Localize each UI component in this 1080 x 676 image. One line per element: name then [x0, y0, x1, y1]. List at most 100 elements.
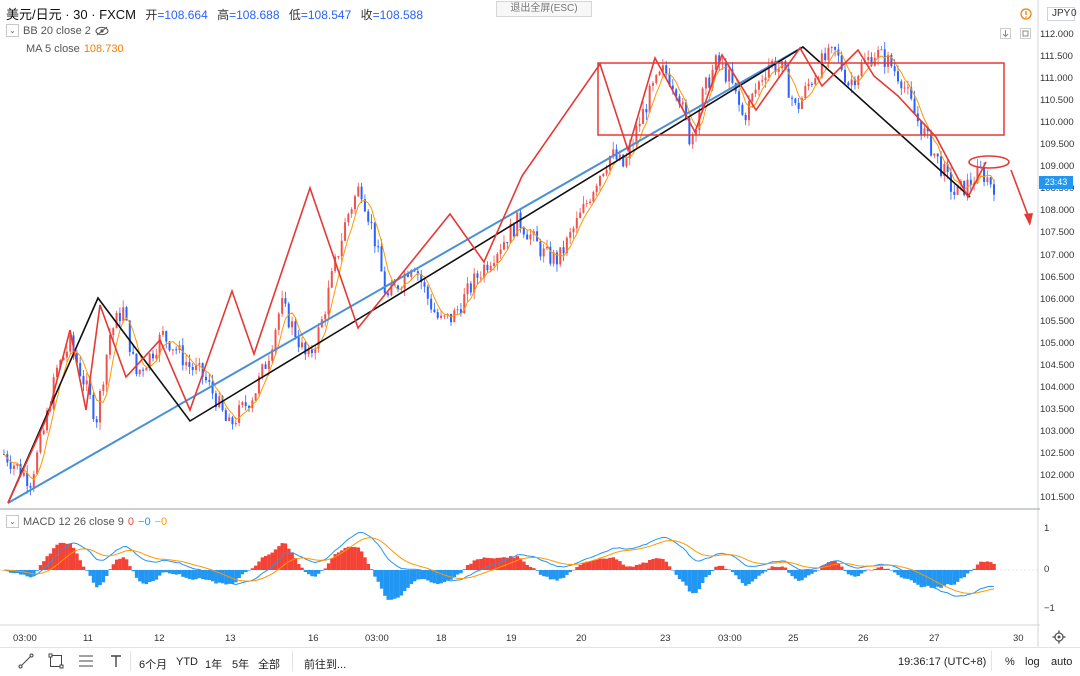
- macd-histogram-bar: [224, 570, 228, 585]
- uptrend-line[interactable]: [7, 46, 804, 504]
- candle-body: [668, 73, 671, 86]
- trendline-tool-icon[interactable]: [16, 652, 36, 670]
- candle-body: [559, 247, 562, 265]
- macd-histogram-bar: [661, 558, 665, 570]
- price-tick-label: 107.500: [1040, 227, 1075, 239]
- macd-histogram-bar: [876, 567, 880, 570]
- candle-body: [718, 55, 721, 65]
- candle-body: [430, 298, 433, 310]
- macd-histogram-bar: [787, 570, 791, 573]
- macd-histogram-bar: [32, 570, 36, 576]
- macd-histogram-bar: [333, 554, 337, 570]
- macd-histogram-bar: [909, 570, 914, 581]
- candle-body: [443, 315, 446, 317]
- macd-histogram-bar: [886, 568, 890, 570]
- goto-date-button[interactable]: 前往到...: [304, 659, 347, 671]
- time-tick-label: 12: [154, 633, 165, 644]
- macd-histogram-bar: [674, 570, 678, 575]
- exit-fullscreen-button[interactable]: 退出全屏(ESC): [496, 1, 592, 17]
- range-rectangle[interactable]: [597, 62, 1005, 136]
- macd-histogram-bar: [750, 570, 755, 582]
- candle-body: [304, 342, 307, 355]
- price-chart[interactable]: [0, 0, 1040, 647]
- clock-display[interactable]: 19:36:17 (UTC+8): [898, 656, 987, 668]
- macd-histogram-bar: [191, 570, 195, 580]
- macd-histogram-bar: [459, 570, 463, 574]
- price-tick-label: 104.500: [1040, 359, 1075, 371]
- candle-body: [512, 223, 515, 237]
- price-tick-label: 108.000: [1040, 205, 1075, 217]
- macd-histogram-bar: [939, 570, 943, 588]
- macd-histogram-bar: [889, 570, 894, 571]
- ma-indicator-label[interactable]: MA 5 close: [26, 43, 80, 55]
- eye-icon[interactable]: [95, 26, 109, 36]
- candle-body: [685, 102, 688, 119]
- price-tick-label: 112.000: [1040, 29, 1074, 40]
- period-ytd[interactable]: YTD: [176, 656, 198, 668]
- macd-histogram-bar: [565, 570, 569, 575]
- macd-histogram-bar: [936, 570, 940, 587]
- macd-histogram-bar: [254, 565, 258, 570]
- candle-body: [873, 57, 876, 66]
- candle-body: [476, 273, 479, 278]
- arrow-down-icon[interactable]: [1000, 26, 1011, 44]
- macd-histogram-bar: [605, 558, 609, 570]
- currency-label[interactable]: JPY: [1047, 7, 1076, 21]
- macd-histogram-bar: [270, 552, 274, 570]
- rectangle-tool-icon[interactable]: [46, 652, 66, 670]
- chevron-down-icon[interactable]: ⌄: [6, 515, 19, 528]
- candle-body: [688, 118, 691, 145]
- time-tick-label: 11: [83, 633, 93, 644]
- candle-body: [618, 154, 621, 160]
- macd-histogram-bar: [800, 570, 804, 581]
- candle-body: [300, 342, 303, 348]
- alert-icon[interactable]: [1020, 7, 1032, 25]
- log-toggle[interactable]: log: [1025, 656, 1040, 668]
- bottom-toolbar: [0, 647, 1080, 676]
- period-6m[interactable]: 6个月: [139, 659, 168, 671]
- period-5y[interactable]: 5年: [232, 659, 250, 671]
- macd-histogram-bar: [71, 547, 76, 570]
- macd-histogram-bar: [873, 569, 877, 570]
- macd-histogram-bar: [313, 570, 318, 577]
- highlight-ellipse[interactable]: [968, 155, 1010, 169]
- pane-maximize-icon[interactable]: [1020, 26, 1031, 44]
- bb-indicator-label[interactable]: BB 20 close 2: [23, 24, 91, 37]
- settings-gear-icon[interactable]: [1052, 630, 1066, 649]
- fib-tool-icon[interactable]: [76, 652, 96, 670]
- macd-histogram-bar: [757, 570, 761, 576]
- macd-histogram-bar: [883, 568, 887, 570]
- text-tool-icon[interactable]: [106, 652, 126, 670]
- candle-body: [62, 357, 65, 361]
- candle-body: [221, 396, 224, 411]
- candle-body: [827, 47, 830, 61]
- red-zigzag-line[interactable]: [7, 46, 987, 504]
- macd-histogram-bar: [571, 569, 576, 571]
- chevron-down-icon[interactable]: ⌄: [6, 24, 19, 37]
- auto-toggle[interactable]: auto: [1051, 656, 1073, 668]
- macd-histogram-bar: [442, 570, 447, 583]
- macd-histogram-bar: [257, 561, 261, 570]
- black-zigzag-line[interactable]: [7, 46, 971, 504]
- candle-body: [377, 246, 380, 248]
- low-label: 低: [288, 8, 301, 22]
- macd-histogram-bar: [618, 561, 622, 570]
- forecast-arrow-line[interactable]: [1010, 169, 1030, 219]
- period-1y[interactable]: 1年: [205, 659, 223, 671]
- macd-histogram-bar: [568, 570, 572, 573]
- period-all[interactable]: 全部: [258, 659, 280, 671]
- symbol-title[interactable]: 美元/日元 · 30 · FXCM: [6, 7, 137, 22]
- macd-histogram-bar: [846, 570, 851, 575]
- candle-body: [181, 345, 184, 366]
- price-tick-label: 109.000: [1040, 161, 1075, 173]
- macd-histogram-bar: [578, 564, 582, 570]
- macd-indicator-label[interactable]: MACD 12 26 close 9: [23, 515, 124, 528]
- candle-body: [267, 360, 270, 369]
- macd-histogram-bar: [671, 570, 675, 571]
- percent-toggle[interactable]: %: [1005, 656, 1015, 668]
- macd-histogram-bar: [469, 563, 473, 570]
- candle-body: [257, 376, 260, 394]
- candle-body: [65, 351, 68, 358]
- macd-histogram-bar: [575, 567, 579, 570]
- candle-body: [701, 88, 704, 111]
